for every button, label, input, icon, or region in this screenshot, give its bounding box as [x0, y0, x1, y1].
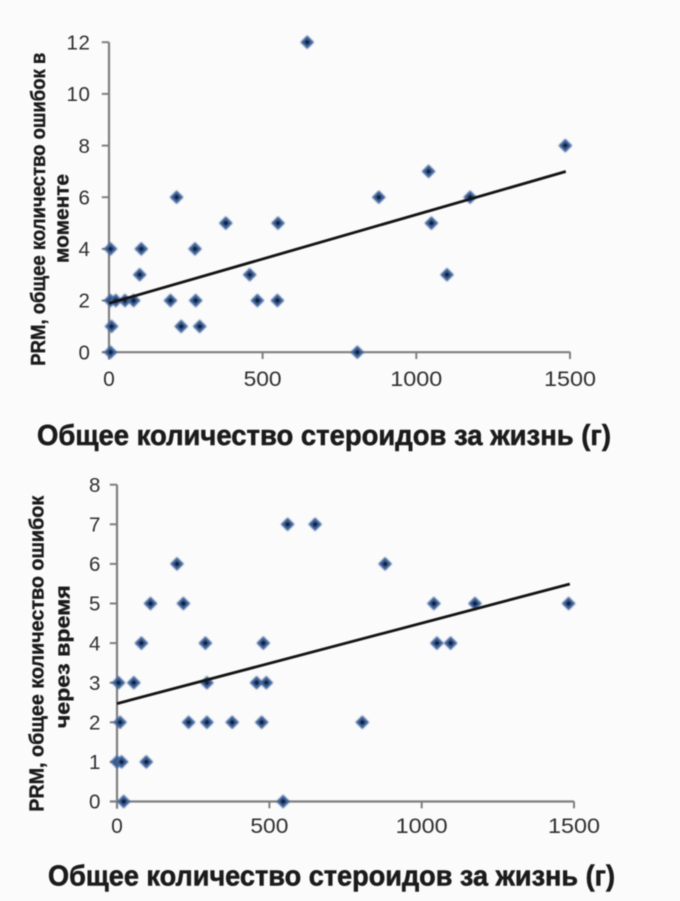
svg-text:1000: 1000 [396, 815, 448, 838]
svg-text:Общее количество стероидов за: Общее количество стероидов за жизнь (г) [48, 861, 615, 893]
svg-text:500: 500 [250, 815, 288, 838]
svg-text:12: 12 [66, 31, 90, 54]
svg-text:2: 2 [89, 712, 101, 735]
svg-text:1: 1 [89, 751, 101, 774]
svg-text:0: 0 [103, 368, 115, 391]
svg-text:3: 3 [89, 672, 101, 695]
svg-text:0: 0 [89, 791, 101, 814]
svg-text:PRM, общее количество ошибок: PRM, общее количество ошибок [27, 495, 49, 812]
svg-text:2: 2 [78, 290, 90, 313]
svg-text:0: 0 [111, 815, 123, 838]
svg-text:Общее количество стероидов за: Общее количество стероидов за жизнь (г) [37, 420, 611, 452]
svg-text:через время: через время [53, 585, 75, 728]
svg-text:6: 6 [78, 186, 90, 209]
svg-text:1000: 1000 [390, 368, 442, 391]
svg-text:8: 8 [89, 474, 101, 497]
svg-text:8: 8 [78, 135, 90, 158]
svg-text:5: 5 [89, 593, 101, 616]
svg-text:7: 7 [89, 514, 101, 537]
svg-text:моменте: моменте [52, 174, 74, 263]
svg-text:10: 10 [66, 83, 90, 106]
svg-text:500: 500 [244, 368, 282, 391]
svg-text:0: 0 [78, 341, 90, 364]
svg-text:1500: 1500 [548, 815, 600, 838]
svg-text:PRM, общее количество ошибок в: PRM, общее количество ошибок в [28, 53, 50, 366]
svg-text:4: 4 [89, 632, 101, 655]
svg-text:4: 4 [78, 238, 90, 261]
svg-text:6: 6 [89, 553, 101, 576]
svg-text:1500: 1500 [544, 368, 596, 391]
